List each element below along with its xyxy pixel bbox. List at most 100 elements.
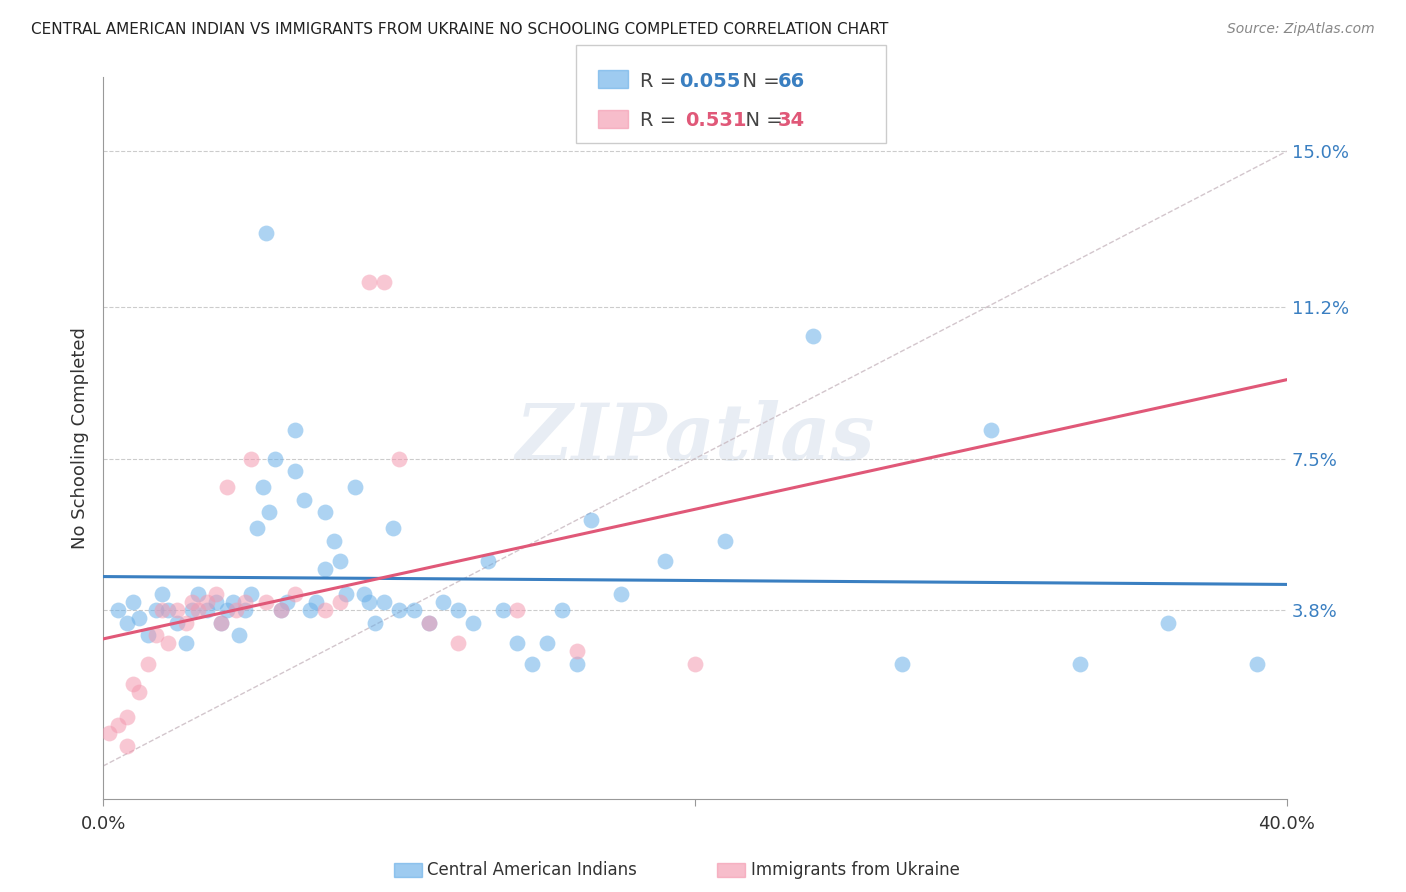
Text: Source: ZipAtlas.com: Source: ZipAtlas.com bbox=[1227, 22, 1375, 37]
Point bbox=[107, 603, 129, 617]
Point bbox=[299, 603, 322, 617]
Point bbox=[305, 595, 328, 609]
Point bbox=[174, 615, 197, 630]
Point bbox=[359, 276, 381, 290]
Point bbox=[263, 451, 285, 466]
Point bbox=[115, 615, 138, 630]
Point bbox=[447, 636, 470, 650]
Point bbox=[204, 595, 226, 609]
Point bbox=[491, 603, 513, 617]
Point bbox=[128, 611, 150, 625]
Point bbox=[329, 554, 352, 568]
Text: R =: R = bbox=[640, 71, 682, 91]
Point bbox=[373, 595, 395, 609]
Point bbox=[432, 595, 454, 609]
Point bbox=[292, 492, 315, 507]
Point bbox=[364, 615, 387, 630]
Point bbox=[233, 603, 256, 617]
Point bbox=[506, 603, 529, 617]
Point bbox=[565, 644, 588, 658]
Point bbox=[447, 603, 470, 617]
Point bbox=[284, 423, 307, 437]
Point bbox=[270, 603, 292, 617]
Point bbox=[98, 726, 121, 740]
Point bbox=[195, 603, 218, 617]
Text: ZIPatlas: ZIPatlas bbox=[515, 400, 875, 476]
Point bbox=[252, 480, 274, 494]
Point bbox=[343, 480, 366, 494]
Point bbox=[270, 603, 292, 617]
Point bbox=[276, 595, 298, 609]
Point bbox=[565, 657, 588, 671]
Text: 34: 34 bbox=[778, 111, 804, 130]
Point bbox=[136, 628, 159, 642]
Point bbox=[128, 685, 150, 699]
Point bbox=[418, 615, 440, 630]
Point bbox=[187, 587, 209, 601]
Point bbox=[610, 587, 633, 601]
Point bbox=[254, 595, 277, 609]
Point bbox=[335, 587, 357, 601]
Point bbox=[314, 603, 336, 617]
Point bbox=[522, 657, 544, 671]
Point bbox=[225, 603, 247, 617]
Point bbox=[145, 603, 167, 617]
Point bbox=[180, 603, 202, 617]
Point bbox=[1069, 657, 1091, 671]
Point bbox=[506, 636, 529, 650]
Text: 40.0%: 40.0% bbox=[1258, 815, 1315, 833]
Point bbox=[461, 615, 484, 630]
Point bbox=[166, 603, 188, 617]
Point bbox=[115, 739, 138, 753]
Y-axis label: No Schooling Completed: No Schooling Completed bbox=[72, 327, 89, 549]
Point bbox=[353, 587, 375, 601]
Point bbox=[654, 554, 676, 568]
Point bbox=[254, 226, 277, 240]
Point bbox=[217, 480, 239, 494]
Point bbox=[157, 636, 180, 650]
Text: 66: 66 bbox=[778, 71, 804, 91]
Point bbox=[323, 533, 346, 548]
Point bbox=[240, 587, 263, 601]
Point bbox=[359, 595, 381, 609]
Point bbox=[228, 628, 250, 642]
Point bbox=[1246, 657, 1268, 671]
Text: N =: N = bbox=[733, 111, 789, 130]
Point bbox=[187, 603, 209, 617]
Point bbox=[891, 657, 914, 671]
Point bbox=[180, 595, 202, 609]
Point bbox=[388, 451, 411, 466]
Point bbox=[195, 595, 218, 609]
Point bbox=[257, 505, 280, 519]
Point bbox=[150, 587, 173, 601]
Point bbox=[314, 505, 336, 519]
Point bbox=[373, 276, 395, 290]
Point bbox=[382, 521, 405, 535]
Point bbox=[157, 603, 180, 617]
Point bbox=[246, 521, 269, 535]
Point bbox=[150, 603, 173, 617]
Point bbox=[388, 603, 411, 617]
Text: Immigrants from Ukraine: Immigrants from Ukraine bbox=[751, 861, 960, 879]
Point bbox=[136, 657, 159, 671]
Point bbox=[145, 628, 167, 642]
Point bbox=[683, 657, 706, 671]
Point bbox=[581, 513, 603, 527]
Text: CENTRAL AMERICAN INDIAN VS IMMIGRANTS FROM UKRAINE NO SCHOOLING COMPLETED CORREL: CENTRAL AMERICAN INDIAN VS IMMIGRANTS FR… bbox=[31, 22, 889, 37]
Point bbox=[115, 710, 138, 724]
Point bbox=[204, 587, 226, 601]
Text: Central American Indians: Central American Indians bbox=[427, 861, 637, 879]
Point bbox=[284, 587, 307, 601]
Point bbox=[536, 636, 558, 650]
Point bbox=[233, 595, 256, 609]
Point bbox=[121, 595, 143, 609]
Text: N =: N = bbox=[730, 71, 786, 91]
Point bbox=[980, 423, 1002, 437]
Text: 0.531: 0.531 bbox=[685, 111, 747, 130]
Point bbox=[551, 603, 574, 617]
Point bbox=[801, 328, 824, 343]
Point bbox=[121, 677, 143, 691]
Point bbox=[166, 615, 188, 630]
Point bbox=[329, 595, 352, 609]
Point bbox=[217, 603, 239, 617]
